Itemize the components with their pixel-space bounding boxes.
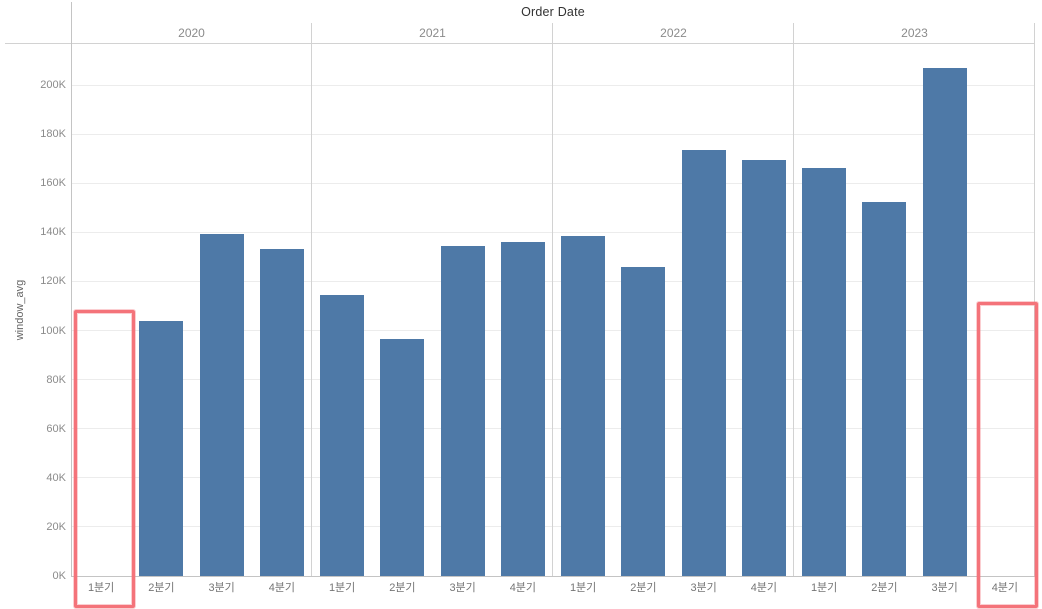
gridline-200K <box>72 84 1035 86</box>
y-tick-label-20K: 20K <box>46 520 66 533</box>
y-tick-label-180K: 180K <box>40 128 66 141</box>
y-tick-label-100K: 100K <box>40 324 66 337</box>
gridline-120K <box>72 280 1035 282</box>
x-tick-label-2023-2분기: 2분기 <box>871 582 898 594</box>
x-tick-label-2020-4분기: 4분기 <box>268 582 296 594</box>
bar-2022-4분기[interactable] <box>741 159 786 576</box>
highlight-box-2023-4분기 <box>977 302 1039 608</box>
bar-2020-3분기[interactable] <box>199 233 244 576</box>
bar-2022-3분기[interactable] <box>681 150 726 576</box>
y-tick-label-120K: 120K <box>40 275 66 288</box>
bar-2022-1분기[interactable] <box>561 235 606 576</box>
y-tick-label-160K: 160K <box>40 177 66 190</box>
x-tick-label-2021-3분기: 3분기 <box>449 582 476 594</box>
x-axis-line <box>71 576 1035 577</box>
y-tick-label-200K: 200K <box>40 79 66 91</box>
gridline-20K <box>72 526 1035 528</box>
bar-2020-2분기[interactable] <box>139 320 184 576</box>
bar-2021-2분기[interactable] <box>380 339 425 576</box>
y-tick-label-0K: 0K <box>52 570 66 582</box>
highlight-box-2020-1분기 <box>73 310 135 608</box>
bar-2021-3분기[interactable] <box>440 245 485 576</box>
x-tick-label-2020-2분기: 2분기 <box>148 582 175 594</box>
gridline-140K <box>72 231 1035 233</box>
gridline-100K <box>72 330 1035 331</box>
x-tick-label-2023-4분기: 4분기 <box>991 582 1019 594</box>
gridline-160K <box>72 182 1035 184</box>
gridline-180K <box>72 133 1035 135</box>
bar-2020-4분기[interactable] <box>259 249 304 576</box>
bar-2023-2분기[interactable] <box>862 201 907 576</box>
x-tick-label-2021-1분기: 1분기 <box>328 582 356 594</box>
x-tick-label-2020-1분기: 1분기 <box>87 582 115 594</box>
header-bottom-border <box>5 43 1035 44</box>
gridline-60K <box>72 428 1035 430</box>
gridline-80K <box>72 379 1035 381</box>
x-tick-label-2022-2분기: 2분기 <box>630 582 657 594</box>
y-tick-label-80K: 80K <box>46 373 66 386</box>
bar-2023-1분기[interactable] <box>802 168 847 576</box>
panel-separator-2022 <box>793 23 794 576</box>
chart-title: Order Date <box>521 5 585 19</box>
x-tick-label-2022-4분기: 4분기 <box>750 582 778 594</box>
panel-separator-2020 <box>311 23 312 576</box>
x-tick-label-2020-3분기: 3분기 <box>208 582 235 594</box>
year-header-2021: 2021 <box>419 26 446 40</box>
bar-2021-4분기[interactable] <box>500 242 545 576</box>
x-tick-label-2021-4분기: 4분기 <box>509 582 537 594</box>
year-header-2023: 2023 <box>901 26 928 40</box>
y-axis-line <box>71 2 72 576</box>
year-header-2022: 2022 <box>660 26 687 40</box>
x-tick-label-2021-2분기: 2분기 <box>389 582 416 594</box>
x-tick-label-2023-3분기: 3분기 <box>931 582 958 594</box>
bar-2023-3분기[interactable] <box>922 67 967 576</box>
gridline-40K <box>72 477 1035 479</box>
panel-separator-2021 <box>552 23 553 576</box>
x-tick-label-2023-1분기: 1분기 <box>810 582 838 594</box>
year-header-2020: 2020 <box>178 26 205 40</box>
y-tick-label-60K: 60K <box>46 422 66 435</box>
y-tick-label-140K: 140K <box>40 226 66 239</box>
x-tick-label-2022-1분기: 1분기 <box>569 582 597 594</box>
x-tick-label-2022-3분기: 3분기 <box>690 582 717 594</box>
panel-separator-2023 <box>1034 23 1035 576</box>
bar-2022-2분기[interactable] <box>621 266 666 576</box>
bar-2021-1분기[interactable] <box>320 294 365 576</box>
y-tick-label-40K: 40K <box>46 471 66 484</box>
